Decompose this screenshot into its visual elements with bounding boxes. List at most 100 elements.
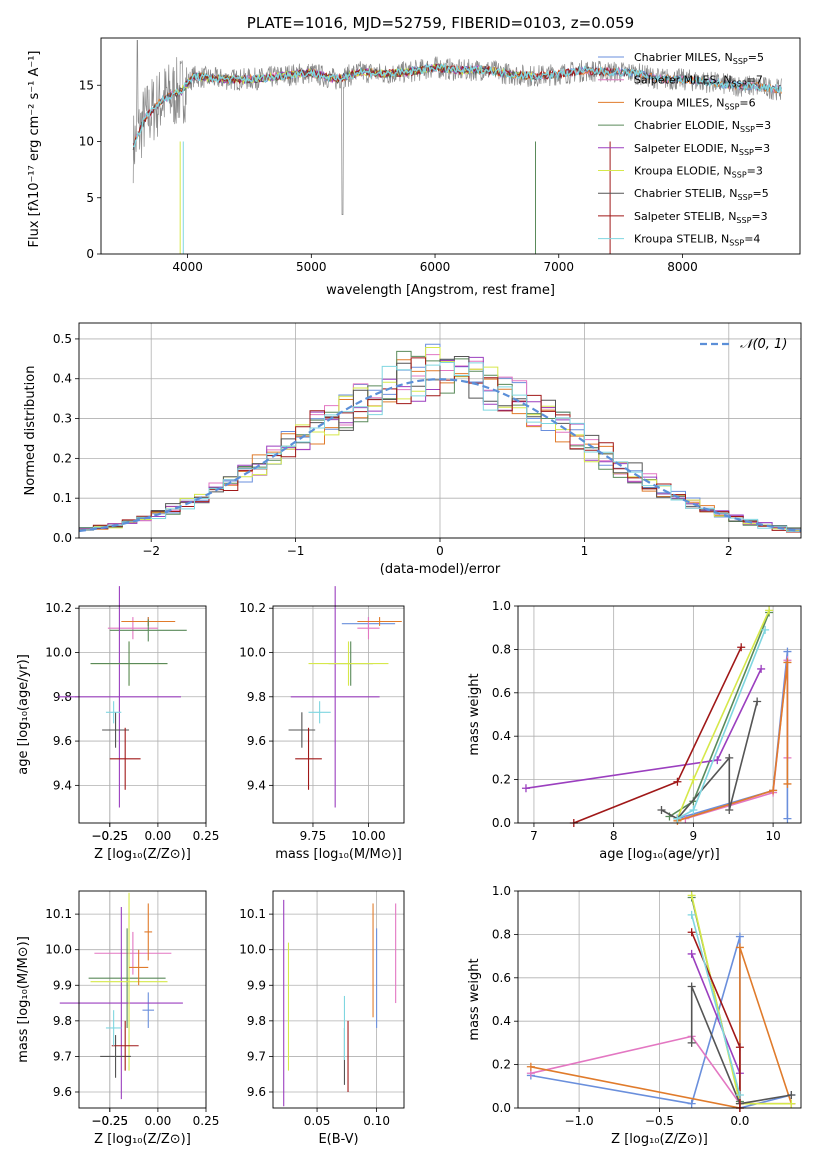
x-tick-label: 0.10 xyxy=(363,1114,390,1128)
weight-marker xyxy=(687,1099,696,1108)
weight-line xyxy=(690,986,792,1105)
normal-distribution-curve xyxy=(78,378,802,533)
y-tick-label: 0.0 xyxy=(492,816,511,830)
axes-frame xyxy=(78,890,207,1109)
y-tick-label: 1.0 xyxy=(492,884,511,898)
weight-line xyxy=(690,914,741,1096)
legend-label: Salpeter STELIB, NSSP=3 xyxy=(634,210,768,225)
errorbars xyxy=(57,586,187,808)
errorbar-point xyxy=(88,928,166,1028)
weight-marker xyxy=(783,658,792,667)
y-tick-label: 0.0 xyxy=(53,531,72,545)
y-tick-label: 9.8 xyxy=(247,1014,266,1028)
x-tick-label: −2 xyxy=(142,544,160,558)
histogram-step xyxy=(79,357,801,532)
x-tick-label: −0.5 xyxy=(645,1114,674,1128)
weight-marker xyxy=(737,643,746,652)
age-vs-metallicity-panel: −0.25−0.25 0.00 0.259.49.69.810.010.2Z [lo… xyxy=(16,586,219,862)
weight-marker xyxy=(757,664,766,673)
y-tick-label: 0.3 xyxy=(53,412,72,426)
weight-marker xyxy=(521,784,530,793)
errorbars xyxy=(59,892,183,1100)
weight-marker xyxy=(526,1062,535,1071)
weight-marker xyxy=(783,647,792,656)
x-axis-label: (data-model)/error xyxy=(380,562,501,577)
axes-frame xyxy=(100,37,801,255)
x-tick-label: 0.25 xyxy=(193,829,220,843)
errorbar-point xyxy=(90,641,168,686)
x-tick-label: 0.05 xyxy=(304,1114,331,1128)
y-tick-label: 10.0 xyxy=(45,943,72,957)
errorbar-point xyxy=(357,617,402,626)
x-tick-label: 6000 xyxy=(420,260,451,274)
legend-label: Salpeter ELODIE, NSSP=3 xyxy=(634,142,770,157)
weight-marker xyxy=(769,786,778,795)
axes-frame xyxy=(517,890,802,1109)
y-tick-label: 0.4 xyxy=(492,1014,511,1028)
x-axis-label: Z [log₁₀(Z/Z⊙)] xyxy=(94,847,191,862)
x-tick-label: 0.0 xyxy=(730,1114,749,1128)
weight-line xyxy=(530,947,793,1109)
weight-marker xyxy=(687,1038,696,1047)
y-tick-label: 0.4 xyxy=(53,372,72,386)
weight-line xyxy=(530,1035,792,1105)
spectrum-lines xyxy=(132,39,783,254)
y-tick-label: 9.7 xyxy=(247,1049,266,1063)
errorbar-point xyxy=(105,701,122,724)
weight-marker xyxy=(783,814,792,823)
x-axis-label: Z [log₁₀(Z/Z⊙)] xyxy=(611,1132,708,1147)
errorbar-point xyxy=(59,907,183,1100)
axes-frame xyxy=(78,605,207,824)
weight-marker xyxy=(687,928,696,937)
errorbar-point xyxy=(109,619,187,642)
weight-marker xyxy=(735,1090,744,1099)
weight-marker xyxy=(687,949,696,958)
y-tick-label: 9.6 xyxy=(247,734,266,748)
x-axis-label: age [log₁₀(age/yr)] xyxy=(599,847,720,862)
errorbar-point xyxy=(100,1035,131,1078)
x-tick-label: 0.00 xyxy=(145,829,172,843)
mass-vs-metallicity-panel: −0.25−0.25 0.00 0.259.69.79.89.910.010.1Z … xyxy=(16,890,219,1147)
x-tick-label: 0 xyxy=(436,544,444,558)
y-tick-label: 9.6 xyxy=(53,734,72,748)
y-tick-label: 0 xyxy=(86,247,94,261)
axes-frame xyxy=(78,322,802,539)
y-tick-label: 10.0 xyxy=(239,646,266,660)
x-tick-label: −1 xyxy=(287,544,305,558)
weight-marker xyxy=(735,1043,744,1052)
x-axis-label: Z [log₁₀(Z/Z⊙)] xyxy=(94,1132,191,1147)
errorbar-point xyxy=(102,712,130,748)
errorbar-point xyxy=(308,701,331,724)
legend-label: Kroupa MILES, NSSP=6 xyxy=(634,96,756,111)
errorbar-point xyxy=(129,949,149,986)
y-tick-label: 0.5 xyxy=(53,332,72,346)
weight-marker xyxy=(687,891,696,900)
x-tick-label: 4000 xyxy=(172,260,203,274)
y-tick-label: 9.7 xyxy=(53,1049,72,1063)
errorbar-point xyxy=(105,1010,122,1046)
y-tick-label: 10.2 xyxy=(45,601,72,615)
y-tick-label: 9.8 xyxy=(247,690,266,704)
y-tick-label: 9.9 xyxy=(247,978,266,992)
legend-label: 𝒩(0, 1) xyxy=(740,337,787,352)
weight-marker xyxy=(673,814,682,823)
spectrum-panel: 4000 5000 6000 7000 8000 0 5 10 15 PLATE=1016, MJ… xyxy=(27,14,801,298)
weight-line xyxy=(676,609,770,820)
y-tick-label: 0.4 xyxy=(492,729,511,743)
weight-line xyxy=(573,646,742,824)
y-tick-label: 1.0 xyxy=(492,599,511,613)
x-tick-label: 7 xyxy=(530,829,538,843)
x-tick-label: 10.00 xyxy=(351,829,385,843)
x-tick-label: −1.0 xyxy=(565,1114,594,1128)
spectrum-title: PLATE=1016, MJD=52759, FIBERID=0103, z=0… xyxy=(247,14,634,32)
axes-frame xyxy=(517,605,802,824)
x-tick-label: −0.25 xyxy=(91,1114,128,1128)
weight-line xyxy=(690,895,792,1105)
errorbar-point xyxy=(94,931,172,975)
errorbar-point xyxy=(288,712,316,748)
x-tick-label: 9 xyxy=(690,829,698,843)
weight-marker xyxy=(689,805,698,814)
y-tick-label: 0.8 xyxy=(492,642,511,656)
axes-frame xyxy=(272,890,405,1109)
weight-marker xyxy=(787,1090,796,1099)
